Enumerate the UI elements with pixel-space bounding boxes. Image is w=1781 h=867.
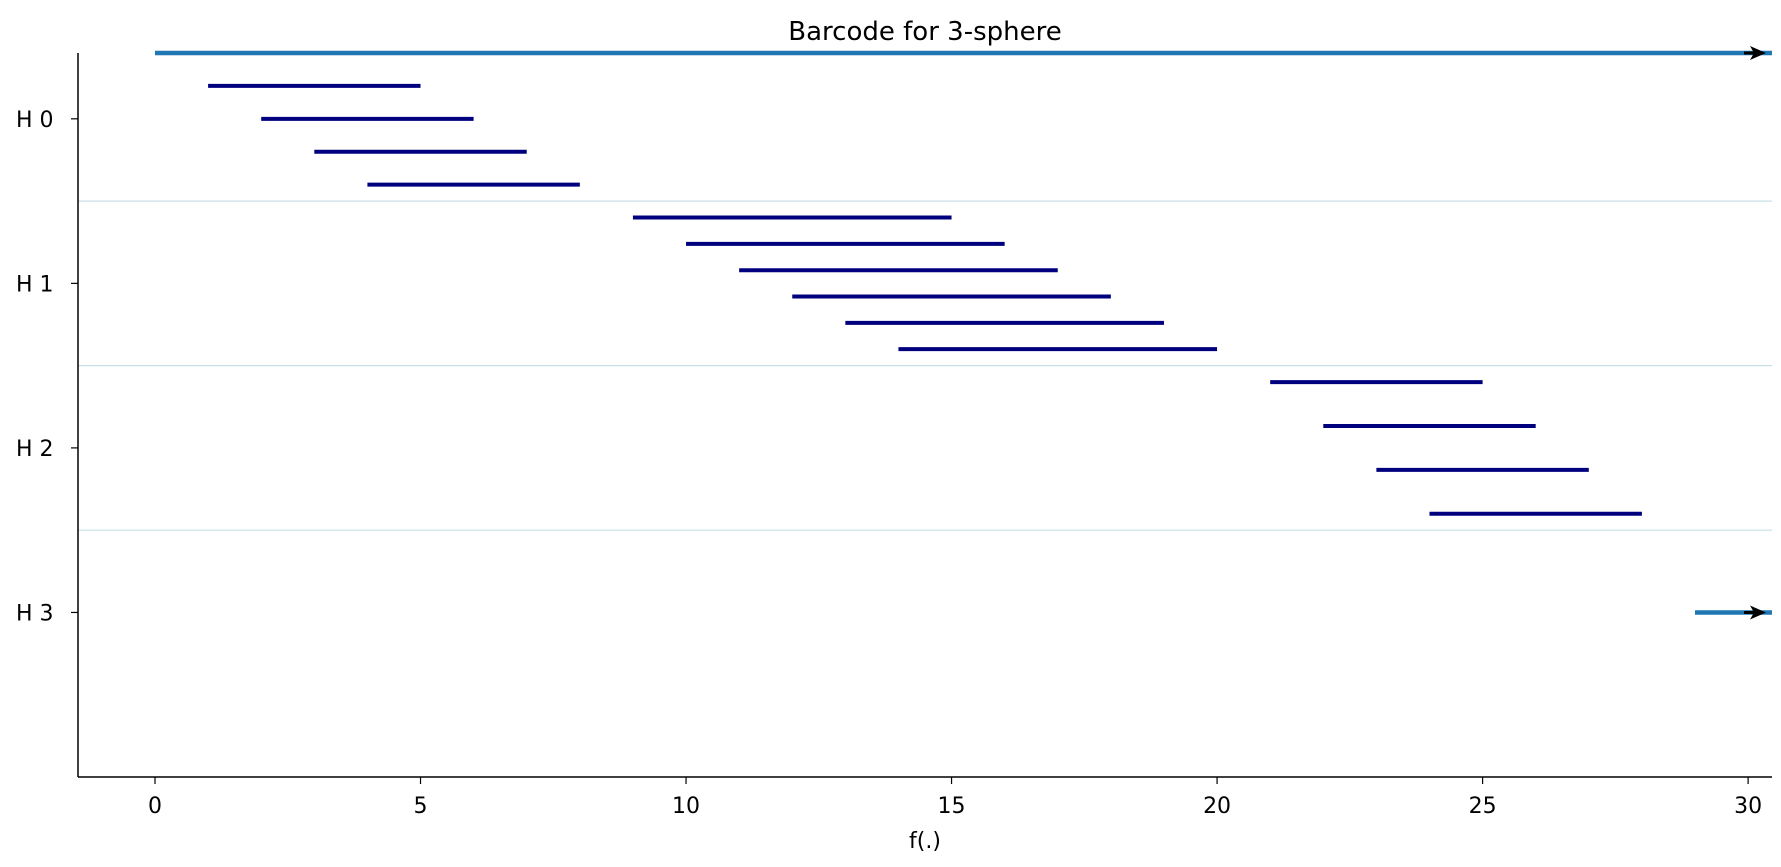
infinity-arrow-head [1750,46,1766,60]
infinity-arrow-head [1750,605,1766,620]
infinity-arrows [1744,46,1766,620]
x-ticks: 0 5 10 15 20 25 30 [148,777,1762,819]
y-tick-label: H 3 [16,601,54,626]
y-tick-label: H 0 [16,108,54,133]
x-tick-label: 20 [1203,794,1231,819]
group-separators [78,200,1772,531]
x-tick-label: 10 [672,794,700,819]
bars-layer [155,50,1772,615]
x-tick-label: 30 [1734,794,1762,819]
x-tick-label: 25 [1469,794,1497,819]
x-axis-label: f(.) [909,829,941,854]
y-tick-labels: H 0 H 1 H 2 H 3 [16,108,78,626]
x-tick-label: 15 [938,794,966,819]
y-tick-label: H 1 [16,272,54,297]
x-tick-label: 0 [148,794,162,819]
y-tick-label: H 2 [16,437,54,462]
chart-title: Barcode for 3-sphere [788,17,1061,47]
x-tick-label: 5 [414,794,428,819]
